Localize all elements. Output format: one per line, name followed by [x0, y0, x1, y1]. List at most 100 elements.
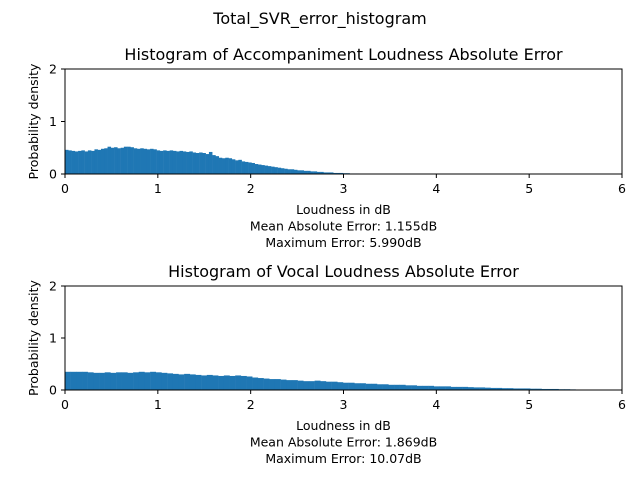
histogram-bar — [342, 382, 349, 390]
histogram-bar — [161, 372, 168, 390]
histogram-bar — [195, 153, 200, 174]
x-tick-label: 1 — [154, 397, 162, 412]
histogram-bar — [65, 149, 69, 174]
histogram-bar — [215, 156, 219, 174]
histogram-bar — [339, 172, 344, 174]
x-tick-label: 4 — [432, 181, 440, 196]
histogram-bar — [284, 168, 288, 174]
histogram-bar — [348, 382, 355, 390]
histogram-bar — [218, 157, 223, 174]
histogram-bar — [326, 172, 331, 174]
histogram-bar — [416, 385, 423, 390]
histogram-bar — [297, 170, 301, 174]
histogram-bar — [70, 371, 77, 390]
histogram-bar — [116, 372, 122, 390]
histogram-bar — [136, 148, 141, 174]
axes-title: Histogram of Vocal Loudness Absolute Err… — [168, 262, 519, 281]
histogram-bar — [144, 372, 151, 390]
histogram-bar — [267, 166, 272, 174]
histogram-bar — [120, 147, 125, 174]
histogram-bar — [325, 381, 332, 390]
histogram-bar — [201, 375, 208, 390]
histogram-bar — [286, 380, 293, 390]
histogram-bar — [450, 386, 457, 390]
x-tick-label: 3 — [340, 397, 348, 412]
x-tick-label: 0 — [61, 181, 69, 196]
histogram-bar — [541, 388, 548, 390]
histogram-bar — [271, 166, 275, 174]
histogram-bar — [100, 148, 105, 174]
histogram-bar — [71, 150, 76, 174]
histogram-bar — [308, 381, 315, 390]
histogram-bar — [496, 387, 503, 390]
histogram-bar — [467, 387, 474, 390]
histogram-bar — [518, 388, 525, 390]
histogram-bar — [473, 387, 480, 390]
histogram-bar — [104, 148, 108, 174]
histogram-bar — [172, 150, 177, 174]
histogram-bar — [462, 386, 469, 390]
histogram-bar — [76, 371, 83, 390]
y-axis-label: Probability density — [26, 63, 41, 179]
histogram-bar — [524, 388, 531, 390]
axes-title: Histogram of Accompaniment Loudness Abso… — [124, 45, 563, 64]
histogram-bar — [192, 152, 197, 174]
histogram-bar — [501, 388, 508, 390]
x-tick-label: 2 — [247, 397, 255, 412]
histogram-bar — [212, 155, 216, 174]
histogram-bar — [535, 388, 542, 390]
histogram-bar — [184, 373, 191, 390]
y-tick-label: 1 — [49, 114, 57, 129]
y-tick-label: 0 — [49, 383, 57, 398]
histogram-bar — [313, 171, 318, 174]
histogram-bar — [307, 170, 311, 174]
x-axis-stat-line: Maximum Error: 5.990dB — [265, 235, 421, 250]
histogram-bar — [331, 381, 338, 390]
histogram-bar — [167, 373, 174, 390]
histogram-bar — [202, 153, 206, 174]
histogram-bar — [240, 375, 247, 390]
histogram-bar — [254, 164, 259, 174]
histogram-bar — [507, 388, 514, 390]
histogram-bar — [189, 151, 193, 174]
histogram-bar — [337, 382, 344, 390]
x-tick-label: 5 — [525, 181, 533, 196]
histogram-bar — [212, 375, 219, 390]
histogram-bar — [81, 150, 85, 174]
histogram-bar — [320, 171, 324, 174]
histogram-bar — [333, 172, 337, 174]
histogram-bar — [182, 151, 187, 174]
histogram-bar — [377, 384, 383, 390]
histogram-bar — [218, 375, 225, 390]
histogram-bar — [123, 146, 128, 174]
histogram-bar — [264, 165, 269, 174]
histogram-bar — [399, 384, 406, 390]
histogram-bar — [388, 384, 395, 390]
histogram-bar — [229, 375, 236, 390]
histogram-bar — [93, 372, 100, 390]
histogram-bar — [228, 158, 233, 174]
histogram-bar — [261, 165, 265, 174]
histogram-bar — [140, 148, 144, 174]
histogram-bar — [547, 388, 554, 390]
histogram-bar — [293, 169, 298, 174]
x-tick-label: 2 — [247, 181, 255, 196]
x-tick-label: 6 — [618, 181, 626, 196]
histogram-bar — [65, 371, 71, 390]
histogram-bar — [150, 148, 154, 174]
histogram-bar — [252, 377, 259, 390]
histogram-bar — [94, 149, 98, 174]
x-tick-label: 6 — [618, 397, 626, 412]
y-tick-label: 1 — [49, 331, 57, 346]
histogram-bar — [127, 146, 131, 174]
histogram-bar — [360, 383, 366, 390]
histogram-bar — [257, 378, 264, 390]
x-axis-stat-line: Mean Absolute Error: 1.869dB — [250, 435, 437, 450]
x-tick-label: 4 — [432, 397, 440, 412]
histogram-bar — [552, 388, 559, 390]
x-axis-label: Loudness in dB — [296, 418, 391, 433]
histogram-bar — [354, 383, 361, 390]
histogram-bar — [241, 161, 246, 174]
histogram-bar — [291, 380, 298, 390]
